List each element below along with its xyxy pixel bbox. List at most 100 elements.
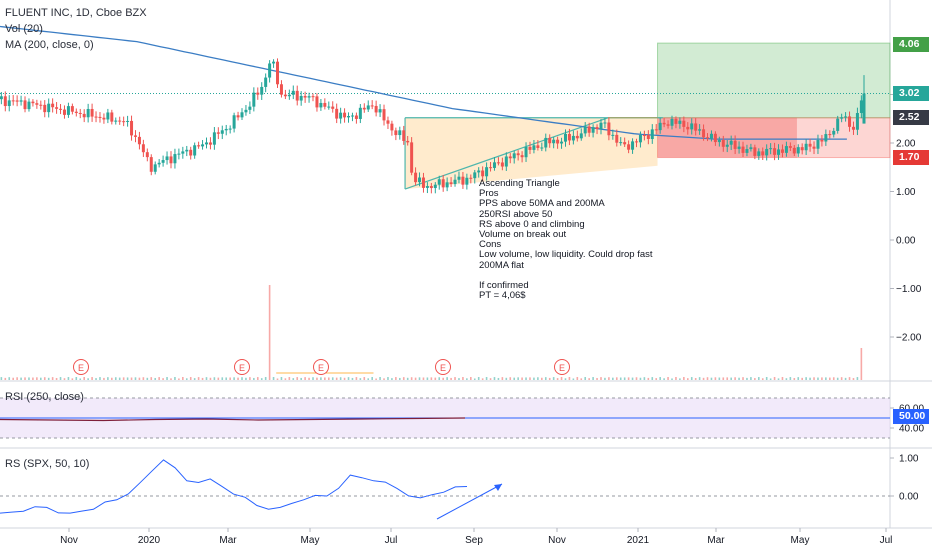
volume-bar bbox=[103, 377, 105, 380]
candle-body bbox=[690, 123, 694, 130]
candle-body bbox=[560, 141, 564, 144]
volume-bar bbox=[229, 377, 231, 380]
candle-body bbox=[141, 144, 145, 153]
volume-bar bbox=[493, 377, 496, 380]
volume-bar bbox=[217, 377, 220, 380]
ma-legend[interactable]: MA (200, close, 0) bbox=[5, 39, 94, 51]
rs-pane-title[interactable]: RS (SPX, 50, 10) bbox=[5, 458, 90, 470]
candle-body bbox=[386, 120, 390, 124]
candle-body bbox=[654, 129, 658, 131]
volume-bar bbox=[596, 377, 598, 380]
volume-bar bbox=[59, 377, 62, 380]
note-line: PT = 4,06$ bbox=[479, 290, 526, 302]
volume-bar bbox=[201, 377, 204, 380]
candle-body bbox=[366, 105, 370, 110]
candle-body bbox=[201, 144, 205, 147]
candle-body bbox=[749, 147, 753, 150]
candle-body bbox=[106, 112, 110, 120]
rs-trend-arrowhead bbox=[494, 484, 502, 491]
candle-body bbox=[378, 109, 382, 113]
candle-body bbox=[587, 126, 591, 133]
volume-bar bbox=[702, 377, 705, 380]
price-axis-label: 0.00 bbox=[896, 236, 916, 247]
candle-body bbox=[627, 144, 631, 150]
volume-legend[interactable]: Vol (20) bbox=[5, 23, 43, 35]
volume-bar bbox=[840, 377, 843, 380]
volume-bar bbox=[501, 377, 504, 380]
symbol-legend[interactable]: FLUENT INC, 1D, Cboe BZX bbox=[5, 7, 147, 19]
candle-body bbox=[390, 123, 394, 131]
candle-body bbox=[169, 156, 173, 164]
candle-body bbox=[433, 184, 437, 189]
volume-bar bbox=[473, 378, 476, 380]
note-line: Ascending Triangle bbox=[479, 178, 560, 189]
rsi-pane-title[interactable]: RSI (250, close) bbox=[5, 391, 84, 403]
volume-bar bbox=[12, 377, 14, 380]
candle-body bbox=[453, 179, 457, 184]
volume-bar bbox=[118, 377, 121, 380]
rsi-axis-label: 40.00 bbox=[899, 424, 924, 435]
price-axis-label: −2.00 bbox=[896, 333, 922, 344]
earnings-marker bbox=[234, 359, 250, 375]
volume-bar bbox=[615, 377, 618, 380]
volume-bar bbox=[481, 378, 484, 380]
volume-bar bbox=[608, 377, 610, 380]
volume-bar bbox=[671, 378, 673, 380]
candle-body bbox=[859, 100, 863, 113]
candle-body bbox=[295, 90, 299, 101]
volume-bar bbox=[619, 377, 622, 380]
volume-bar bbox=[170, 378, 172, 380]
volume-bar bbox=[122, 377, 125, 380]
ma-200-line bbox=[0, 25, 847, 140]
volume-bar bbox=[83, 377, 85, 380]
candle-body bbox=[816, 139, 820, 149]
candle-body bbox=[244, 109, 248, 113]
candle-body bbox=[548, 137, 552, 144]
candle-body bbox=[567, 133, 571, 141]
volume-bar bbox=[331, 377, 334, 380]
candle-body bbox=[394, 130, 398, 136]
candle-body bbox=[855, 112, 859, 130]
volume-bar bbox=[387, 377, 389, 380]
candle-body bbox=[698, 129, 702, 131]
candle-body bbox=[583, 126, 587, 134]
candle-body bbox=[666, 124, 670, 126]
candle-body bbox=[86, 108, 90, 118]
volume-bar bbox=[544, 377, 547, 380]
volume-bar bbox=[371, 377, 373, 380]
candle-body bbox=[694, 123, 698, 131]
candle-body bbox=[94, 116, 98, 118]
volume-bar bbox=[272, 377, 275, 380]
candle-body bbox=[283, 94, 287, 97]
volume-bar bbox=[785, 378, 788, 380]
time-axis-label: Jul bbox=[385, 535, 398, 546]
candle-body bbox=[248, 106, 252, 110]
candle-body bbox=[19, 100, 23, 102]
candle-body bbox=[709, 133, 713, 139]
volume-bar bbox=[280, 377, 283, 380]
candle-body bbox=[753, 147, 757, 156]
candle-body bbox=[611, 134, 615, 136]
volume-bar bbox=[446, 377, 448, 380]
candle-body bbox=[232, 115, 236, 129]
volume-bar bbox=[722, 377, 725, 380]
candle-body bbox=[512, 153, 516, 159]
volume-bar bbox=[213, 377, 216, 380]
candle-body bbox=[66, 106, 70, 115]
candle-body bbox=[579, 133, 583, 139]
candle-body bbox=[153, 164, 157, 172]
candle-body bbox=[165, 156, 169, 161]
candle-body bbox=[126, 120, 130, 122]
volume-bar bbox=[268, 285, 271, 380]
volume-bar bbox=[312, 377, 314, 380]
earnings-label: E bbox=[239, 363, 245, 373]
candle-body bbox=[370, 105, 374, 107]
volume-bar bbox=[375, 378, 377, 380]
volume-bar bbox=[8, 377, 11, 380]
volume-bar bbox=[162, 378, 164, 380]
candle-body bbox=[204, 142, 208, 145]
candle-body bbox=[410, 142, 414, 173]
volume-bar bbox=[647, 377, 650, 380]
